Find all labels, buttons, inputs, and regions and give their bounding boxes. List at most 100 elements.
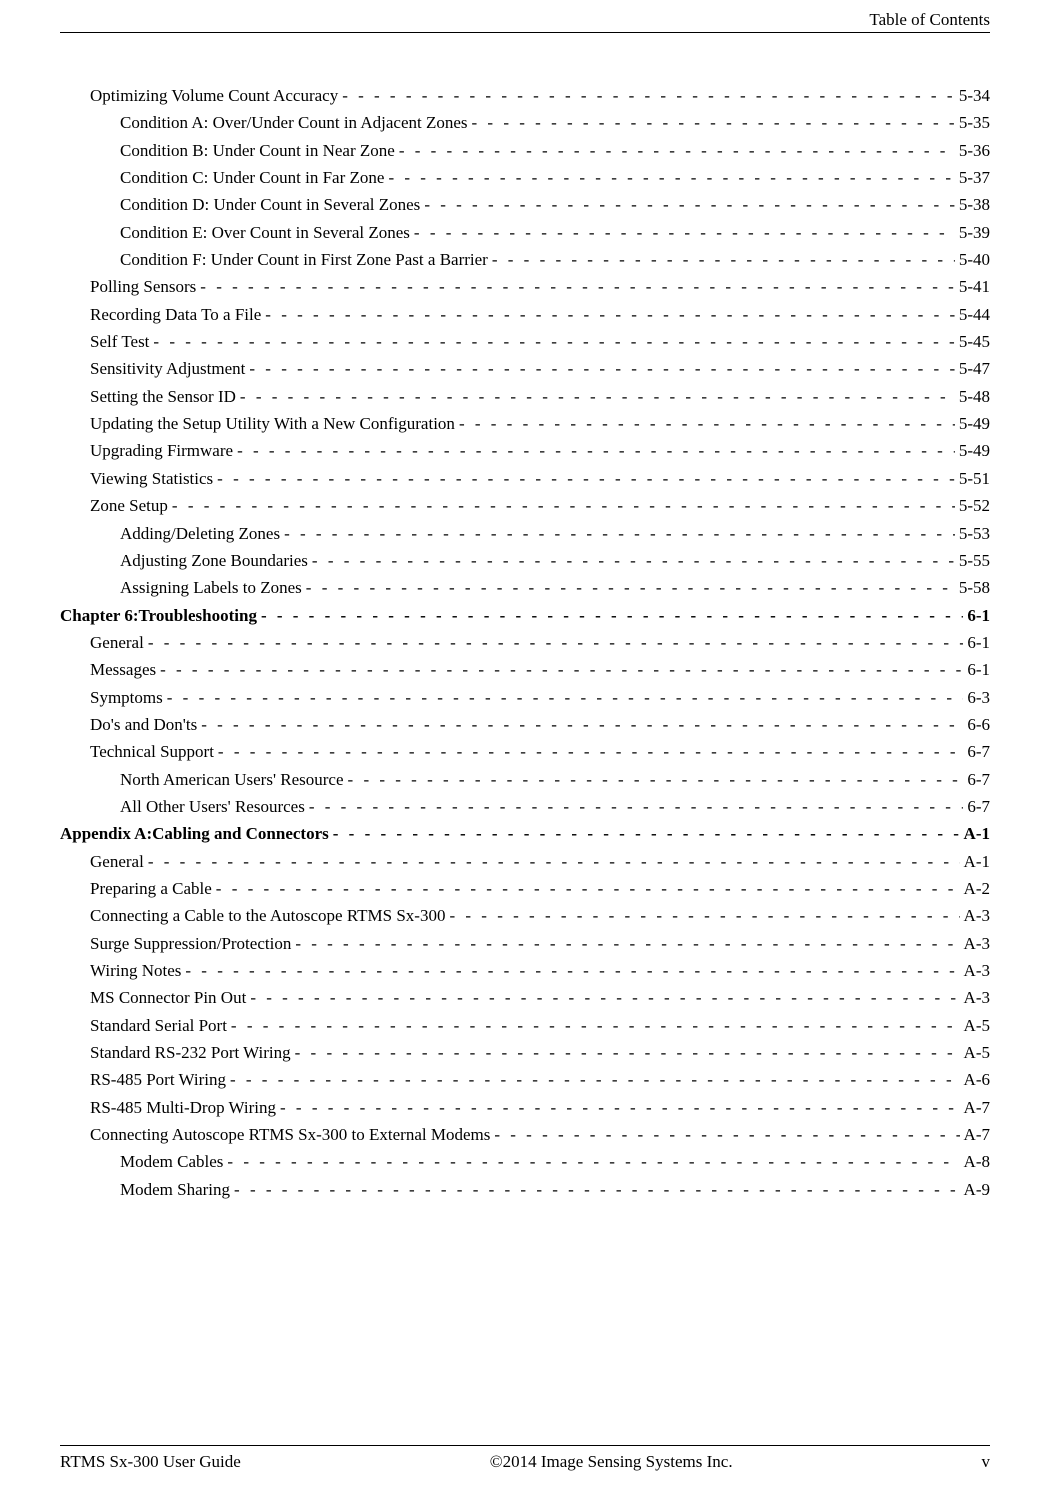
toc-leader — [295, 1040, 960, 1066]
toc-entry-title: Chapter 6:Troubleshooting — [60, 603, 257, 629]
toc-entry: Condition E: Over Count in Several Zones… — [60, 220, 990, 246]
toc-leader — [284, 521, 955, 547]
toc-entry: Surge Suppression/ProtectionA-3 — [60, 931, 990, 957]
toc-entry-title: MS Connector Pin Out — [90, 985, 246, 1011]
toc-entry: Assigning Labels to Zones5-58 — [60, 575, 990, 601]
toc-entry-page: A-6 — [964, 1067, 990, 1093]
toc-entry-page: 5-47 — [959, 356, 990, 382]
page-header: Table of Contents — [0, 0, 1050, 33]
toc-leader — [231, 1013, 960, 1039]
toc-entry-page: A-5 — [964, 1040, 990, 1066]
toc-entry-title: Recording Data To a File — [90, 302, 261, 328]
toc-leader — [459, 411, 955, 437]
toc-entry-page: 5-53 — [959, 521, 990, 547]
header-rule — [60, 32, 990, 33]
toc-entry-page: 5-49 — [959, 411, 990, 437]
toc-entry: Condition A: Over/Under Count in Adjacen… — [60, 110, 990, 136]
toc-entry: GeneralA-1 — [60, 849, 990, 875]
toc-entry: Viewing Statistics5-51 — [60, 466, 990, 492]
toc-entry-page: 6-1 — [967, 630, 990, 656]
toc-entry-page: 5-51 — [959, 466, 990, 492]
toc-leader — [230, 1067, 960, 1093]
toc-entry: Condition D: Under Count in Several Zone… — [60, 192, 990, 218]
toc-entry-page: A-3 — [964, 958, 990, 984]
toc-entry-page: 5-52 — [959, 493, 990, 519]
toc-entry-title: Upgrading Firmware — [90, 438, 233, 464]
toc-entry: Symptoms6-3 — [60, 685, 990, 711]
toc-entry-title: Standard RS-232 Port Wiring — [90, 1040, 291, 1066]
toc-leader — [449, 903, 959, 929]
toc-entry-title: Condition D: Under Count in Several Zone… — [120, 192, 420, 218]
toc-entry-title: Self Test — [90, 329, 149, 355]
toc-entry-page: 5-44 — [959, 302, 990, 328]
page-footer: RTMS Sx-300 User Guide ©2014 Image Sensi… — [0, 1445, 1050, 1472]
toc-leader — [333, 821, 960, 847]
toc-leader — [153, 329, 954, 355]
toc-leader — [250, 985, 959, 1011]
toc-leader — [492, 247, 955, 273]
toc-entry-title: Sensitivity Adjustment — [90, 356, 245, 382]
toc-leader — [200, 274, 955, 300]
header-section-label: Table of Contents — [60, 10, 990, 32]
toc-leader — [312, 548, 955, 574]
toc-entry-title: Adjusting Zone Boundaries — [120, 548, 308, 574]
toc-leader — [414, 220, 955, 246]
toc-entry-page: 6-7 — [967, 794, 990, 820]
toc-entry-title: Setting the Sensor ID — [90, 384, 236, 410]
toc-entry-page: 5-37 — [959, 165, 990, 191]
toc-entry-title: Condition F: Under Count in First Zone P… — [120, 247, 488, 273]
toc-entry-title: Messages — [90, 657, 156, 683]
toc-entry-page: 5-39 — [959, 220, 990, 246]
toc-entry-title: Standard Serial Port — [90, 1013, 227, 1039]
toc-entry-title: General — [90, 630, 144, 656]
toc-entry-page: A-8 — [964, 1149, 990, 1175]
toc-entry-title: Optimizing Volume Count Accuracy — [90, 83, 338, 109]
toc-entry: Adjusting Zone Boundaries5-55 — [60, 548, 990, 574]
toc-leader — [167, 685, 964, 711]
toc-entry-page: 5-48 — [959, 384, 990, 410]
toc-entry-page: 6-1 — [967, 657, 990, 683]
toc-entry: RS-485 Port Wiring A-6 — [60, 1067, 990, 1093]
toc-entry-page: 5-49 — [959, 438, 990, 464]
toc-leader — [201, 712, 963, 738]
toc-leader — [306, 575, 955, 601]
toc-entry-page: A-9 — [964, 1177, 990, 1203]
toc-entry: Setting the Sensor ID 5-48 — [60, 384, 990, 410]
toc-leader — [348, 767, 964, 793]
toc-entry-title: RS-485 Multi-Drop Wiring — [90, 1095, 276, 1121]
toc-entry-page: A-1 — [964, 821, 990, 847]
toc-leader — [399, 138, 955, 164]
toc-entry: Connecting a Cable to the Autoscope RTMS… — [60, 903, 990, 929]
toc-entry: Wiring NotesA-3 — [60, 958, 990, 984]
toc-entry-page: A-3 — [964, 931, 990, 957]
toc-entry: Recording Data To a File 5-44 — [60, 302, 990, 328]
toc-entry-title: RS-485 Port Wiring — [90, 1067, 226, 1093]
toc-entry-page: 6-6 — [967, 712, 990, 738]
toc-entry: All Other Users' Resources 6-7 — [60, 794, 990, 820]
toc-entry-title: Do's and Don'ts — [90, 712, 197, 738]
footer-left: RTMS Sx-300 User Guide — [60, 1452, 241, 1472]
toc-entry: Preparing a CableA-2 — [60, 876, 990, 902]
footer-center: ©2014 Image Sensing Systems Inc. — [490, 1452, 733, 1472]
toc-leader — [227, 1149, 959, 1175]
toc-leader — [216, 876, 960, 902]
footer-right: v — [981, 1452, 990, 1472]
toc-entry: General 6-1 — [60, 630, 990, 656]
toc-entry: Messages 6-1 — [60, 657, 990, 683]
toc-entry-title: Connecting a Cable to the Autoscope RTMS… — [90, 903, 445, 929]
toc-entry: Optimizing Volume Count Accuracy5-34 — [60, 83, 990, 109]
toc-leader — [240, 384, 955, 410]
toc-entry-title: All Other Users' Resources — [120, 794, 305, 820]
toc-entry-title: Condition A: Over/Under Count in Adjacen… — [120, 110, 468, 136]
toc-leader — [494, 1122, 959, 1148]
toc-entry-page: 5-41 — [959, 274, 990, 300]
toc-leader — [472, 110, 955, 136]
toc-entry-title: Polling Sensors — [90, 274, 196, 300]
toc-leader — [234, 1177, 960, 1203]
toc-entry: Modem CablesA-8 — [60, 1149, 990, 1175]
toc-entry-title: Preparing a Cable — [90, 876, 212, 902]
toc-leader — [172, 493, 955, 519]
toc-entry: Self Test5-45 — [60, 329, 990, 355]
toc-entry: Connecting Autoscope RTMS Sx-300 to Exte… — [60, 1122, 990, 1148]
toc-entry-page: 6-7 — [967, 767, 990, 793]
